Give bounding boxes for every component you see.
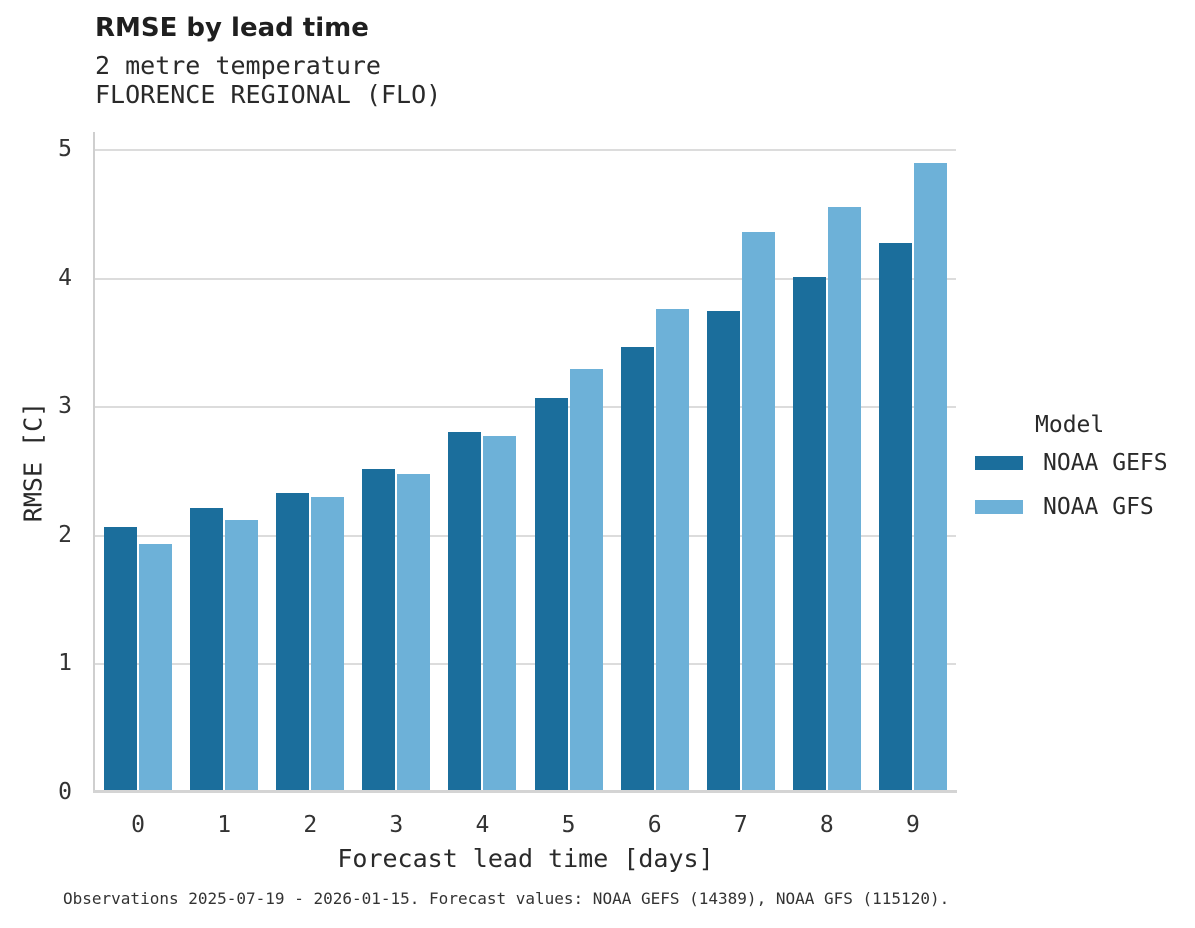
- bar-noaa-gefs-lead-1: [190, 507, 224, 793]
- y-tick-label-1: 1: [58, 650, 72, 677]
- x-tick-label-5: 5: [561, 812, 576, 838]
- legend-row-noaa-gfs: NOAA GFS: [975, 494, 1168, 520]
- chart-title: RMSE by lead time: [95, 13, 369, 43]
- bar-noaa-gfs-lead-6: [655, 309, 689, 793]
- bar-noaa-gfs-lead-5: [569, 368, 603, 793]
- x-tick-label-9: 9: [906, 812, 920, 838]
- x-tick-label-3: 3: [389, 812, 404, 838]
- x-tick-label-1: 1: [217, 812, 232, 838]
- bar-noaa-gfs-lead-8: [827, 206, 861, 793]
- bar-noaa-gefs-lead-0: [104, 526, 138, 793]
- y-tick-label-0: 0: [58, 779, 72, 805]
- gridline-y-5: [95, 149, 956, 151]
- bar-noaa-gefs-lead-4: [448, 431, 482, 793]
- x-tick-label-8: 8: [819, 812, 834, 838]
- gridline-y-1: [95, 663, 956, 666]
- chart-subtitle-variable: 2 metre temperature: [95, 51, 381, 80]
- x-tick-label-4: 4: [475, 812, 490, 838]
- x-tick-label-2: 2: [303, 812, 318, 838]
- bar-noaa-gefs-lead-2: [276, 493, 310, 793]
- bar-noaa-gefs-lead-5: [534, 398, 568, 793]
- bar-noaa-gfs-lead-0: [139, 543, 173, 793]
- bar-noaa-gefs-lead-6: [620, 346, 654, 793]
- gridline-y-3: [95, 406, 956, 409]
- plot-area: [95, 132, 956, 793]
- x-axis-label: Forecast lead time [days]: [337, 844, 714, 873]
- bar-noaa-gfs-lead-9: [913, 162, 947, 793]
- x-tick-label-6: 6: [647, 812, 662, 838]
- legend-swatch-noaa-gefs: [975, 456, 1023, 470]
- chart-subtitle-station: FLORENCE REGIONAL (FLO): [95, 80, 442, 109]
- gridline-y-4: [95, 277, 956, 280]
- bar-noaa-gefs-lead-9: [878, 242, 912, 793]
- y-axis-spine: [93, 132, 95, 793]
- y-tick-label-2: 2: [58, 521, 72, 548]
- legend-swatch-noaa-gfs: [975, 500, 1023, 514]
- bar-noaa-gefs-lead-3: [362, 468, 396, 793]
- legend-label-noaa-gfs: NOAA GFS: [1043, 494, 1154, 520]
- bar-noaa-gefs-lead-8: [792, 277, 826, 793]
- x-axis-baseline: [93, 790, 957, 793]
- x-tick-label-7: 7: [733, 812, 748, 838]
- bar-noaa-gfs-lead-4: [483, 435, 517, 793]
- y-tick-label-3: 3: [58, 393, 72, 420]
- legend-label-noaa-gefs: NOAA GEFS: [1043, 450, 1168, 476]
- bar-noaa-gfs-lead-1: [225, 520, 259, 793]
- bar-noaa-gfs-lead-7: [741, 232, 775, 793]
- gridline-y-2: [95, 534, 956, 537]
- bar-noaa-gefs-lead-7: [706, 310, 740, 793]
- legend-title: Model: [1035, 412, 1105, 438]
- y-axis-label: RMSE [C]: [18, 401, 48, 523]
- bar-noaa-gfs-lead-2: [311, 497, 345, 793]
- legend: Model NOAA GEFS NOAA GFS: [975, 412, 1168, 538]
- legend-row-noaa-gefs: NOAA GEFS: [975, 450, 1168, 476]
- x-tick-label-0: 0: [131, 812, 145, 838]
- y-tick-label-4: 4: [58, 264, 72, 291]
- bar-noaa-gfs-lead-3: [397, 474, 431, 793]
- footer-caption: Observations 2025-07-19 - 2026-01-15. Fo…: [63, 889, 950, 908]
- y-tick-label-5: 5: [58, 136, 72, 162]
